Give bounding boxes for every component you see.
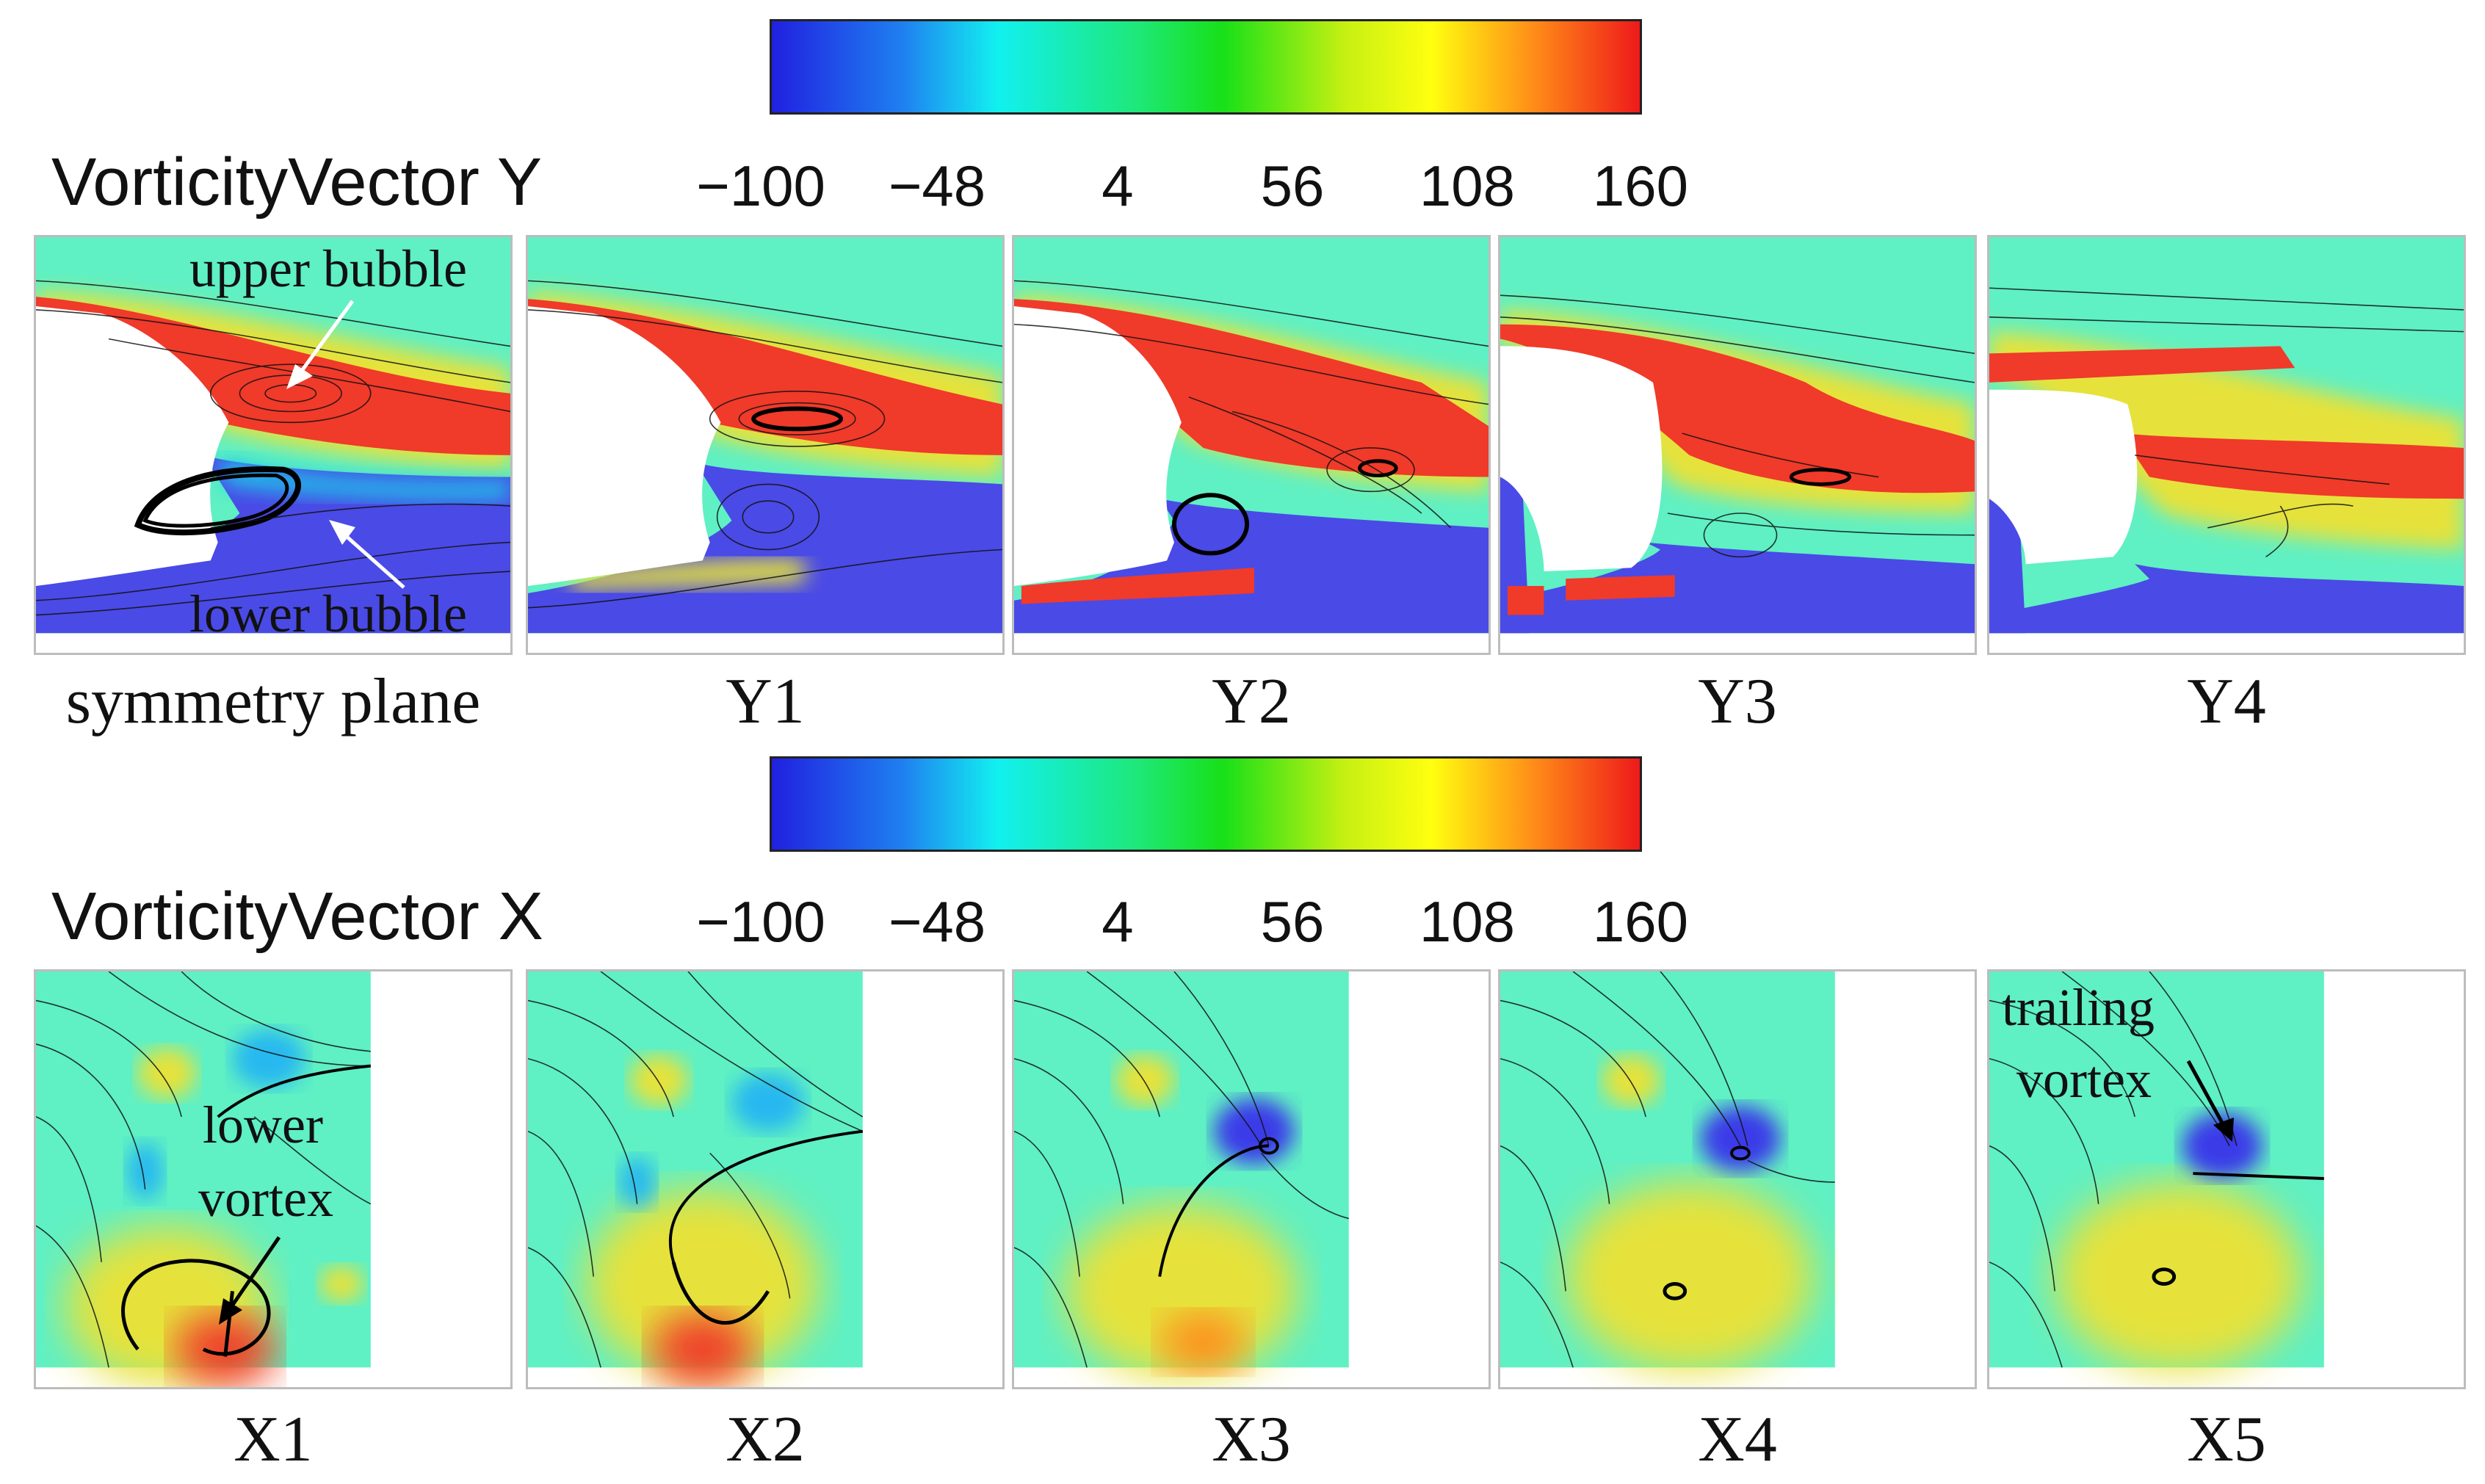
lower-bubble-arrow <box>329 520 405 589</box>
annotation-trailing-vortex-line2: vortex <box>2016 1050 2152 1109</box>
vorticity-y-field <box>1014 237 1489 634</box>
vorticity-x-field <box>1014 971 1349 1379</box>
panel-label: Y1 <box>726 666 805 737</box>
vorticity-x-field <box>528 971 864 1386</box>
colorbar-x-title: VorticityVector X <box>51 879 543 954</box>
panel-label: Y3 <box>1698 666 1777 737</box>
annotation-lower-vortex-line2: vortex <box>198 1169 333 1228</box>
vorticity-y-field <box>1989 237 2464 634</box>
panel-symmetry-plane <box>34 235 513 655</box>
panel-x3 <box>1012 969 1491 1389</box>
vorticity-y-field <box>36 237 510 653</box>
panel-y3 <box>1498 235 1977 655</box>
colorbar-y-tick: −48 <box>888 153 986 218</box>
panel-label: symmetry plane <box>65 666 481 737</box>
panel-x1 <box>34 969 513 1389</box>
colorbar-x-tick: 108 <box>1419 889 1516 954</box>
vorticity-x-field <box>1500 971 1835 1372</box>
colorbar-y-tick: 108 <box>1419 153 1516 218</box>
panel-y2 <box>1012 235 1491 655</box>
panel-label: X2 <box>726 1404 805 1475</box>
panel-label: X1 <box>234 1404 313 1475</box>
panel-label: X4 <box>1698 1404 1777 1475</box>
annotation-upper-bubble: upper bubble <box>189 239 467 298</box>
annotation-trailing-vortex-line1: trailing <box>2002 978 2155 1037</box>
panel-x2 <box>526 969 1005 1389</box>
colorbar-y-title: VorticityVector Y <box>51 145 543 220</box>
panel-label: Y2 <box>1212 666 1291 737</box>
panel-label: X5 <box>2187 1404 2266 1475</box>
panel-y4 <box>1987 235 2466 655</box>
annotation-lower-vortex-line1: lower <box>203 1096 323 1154</box>
trailing-vortex-arrow <box>2186 1060 2234 1142</box>
colorbar-x-tick: −100 <box>696 889 825 954</box>
panel-label: Y4 <box>2187 666 2266 737</box>
lower-vortex-arrow <box>219 1236 281 1325</box>
colorbar-x-tick: 4 <box>1102 889 1134 954</box>
panel-y1 <box>526 235 1005 655</box>
vorticity-y-field <box>1500 237 1975 634</box>
colorbar-y-gradient <box>772 21 1640 112</box>
panel-x4 <box>1498 969 1977 1389</box>
colorbar-x <box>770 756 1642 852</box>
colorbar-x-tick: −48 <box>888 889 986 954</box>
colorbar-y-tick: 56 <box>1260 153 1325 218</box>
colorbar-y-tick: 160 <box>1592 153 1689 218</box>
panel-x5 <box>1987 969 2466 1389</box>
colorbar-y-tick: 4 <box>1102 153 1134 218</box>
colorbar-x-tick: 56 <box>1260 889 1325 954</box>
vorticity-y-field <box>528 237 1002 634</box>
panel-label: X3 <box>1212 1404 1291 1475</box>
upper-bubble-arrow <box>286 300 355 389</box>
colorbar-x-gradient <box>772 759 1640 850</box>
vorticity-x-field <box>1989 971 2324 1372</box>
colorbar-y-tick: −100 <box>696 153 825 218</box>
annotation-lower-bubble: lower bubble <box>189 584 467 643</box>
vorticity-x-field <box>36 971 372 1386</box>
colorbar-x-tick: 160 <box>1592 889 1689 954</box>
colorbar-y <box>770 19 1642 115</box>
